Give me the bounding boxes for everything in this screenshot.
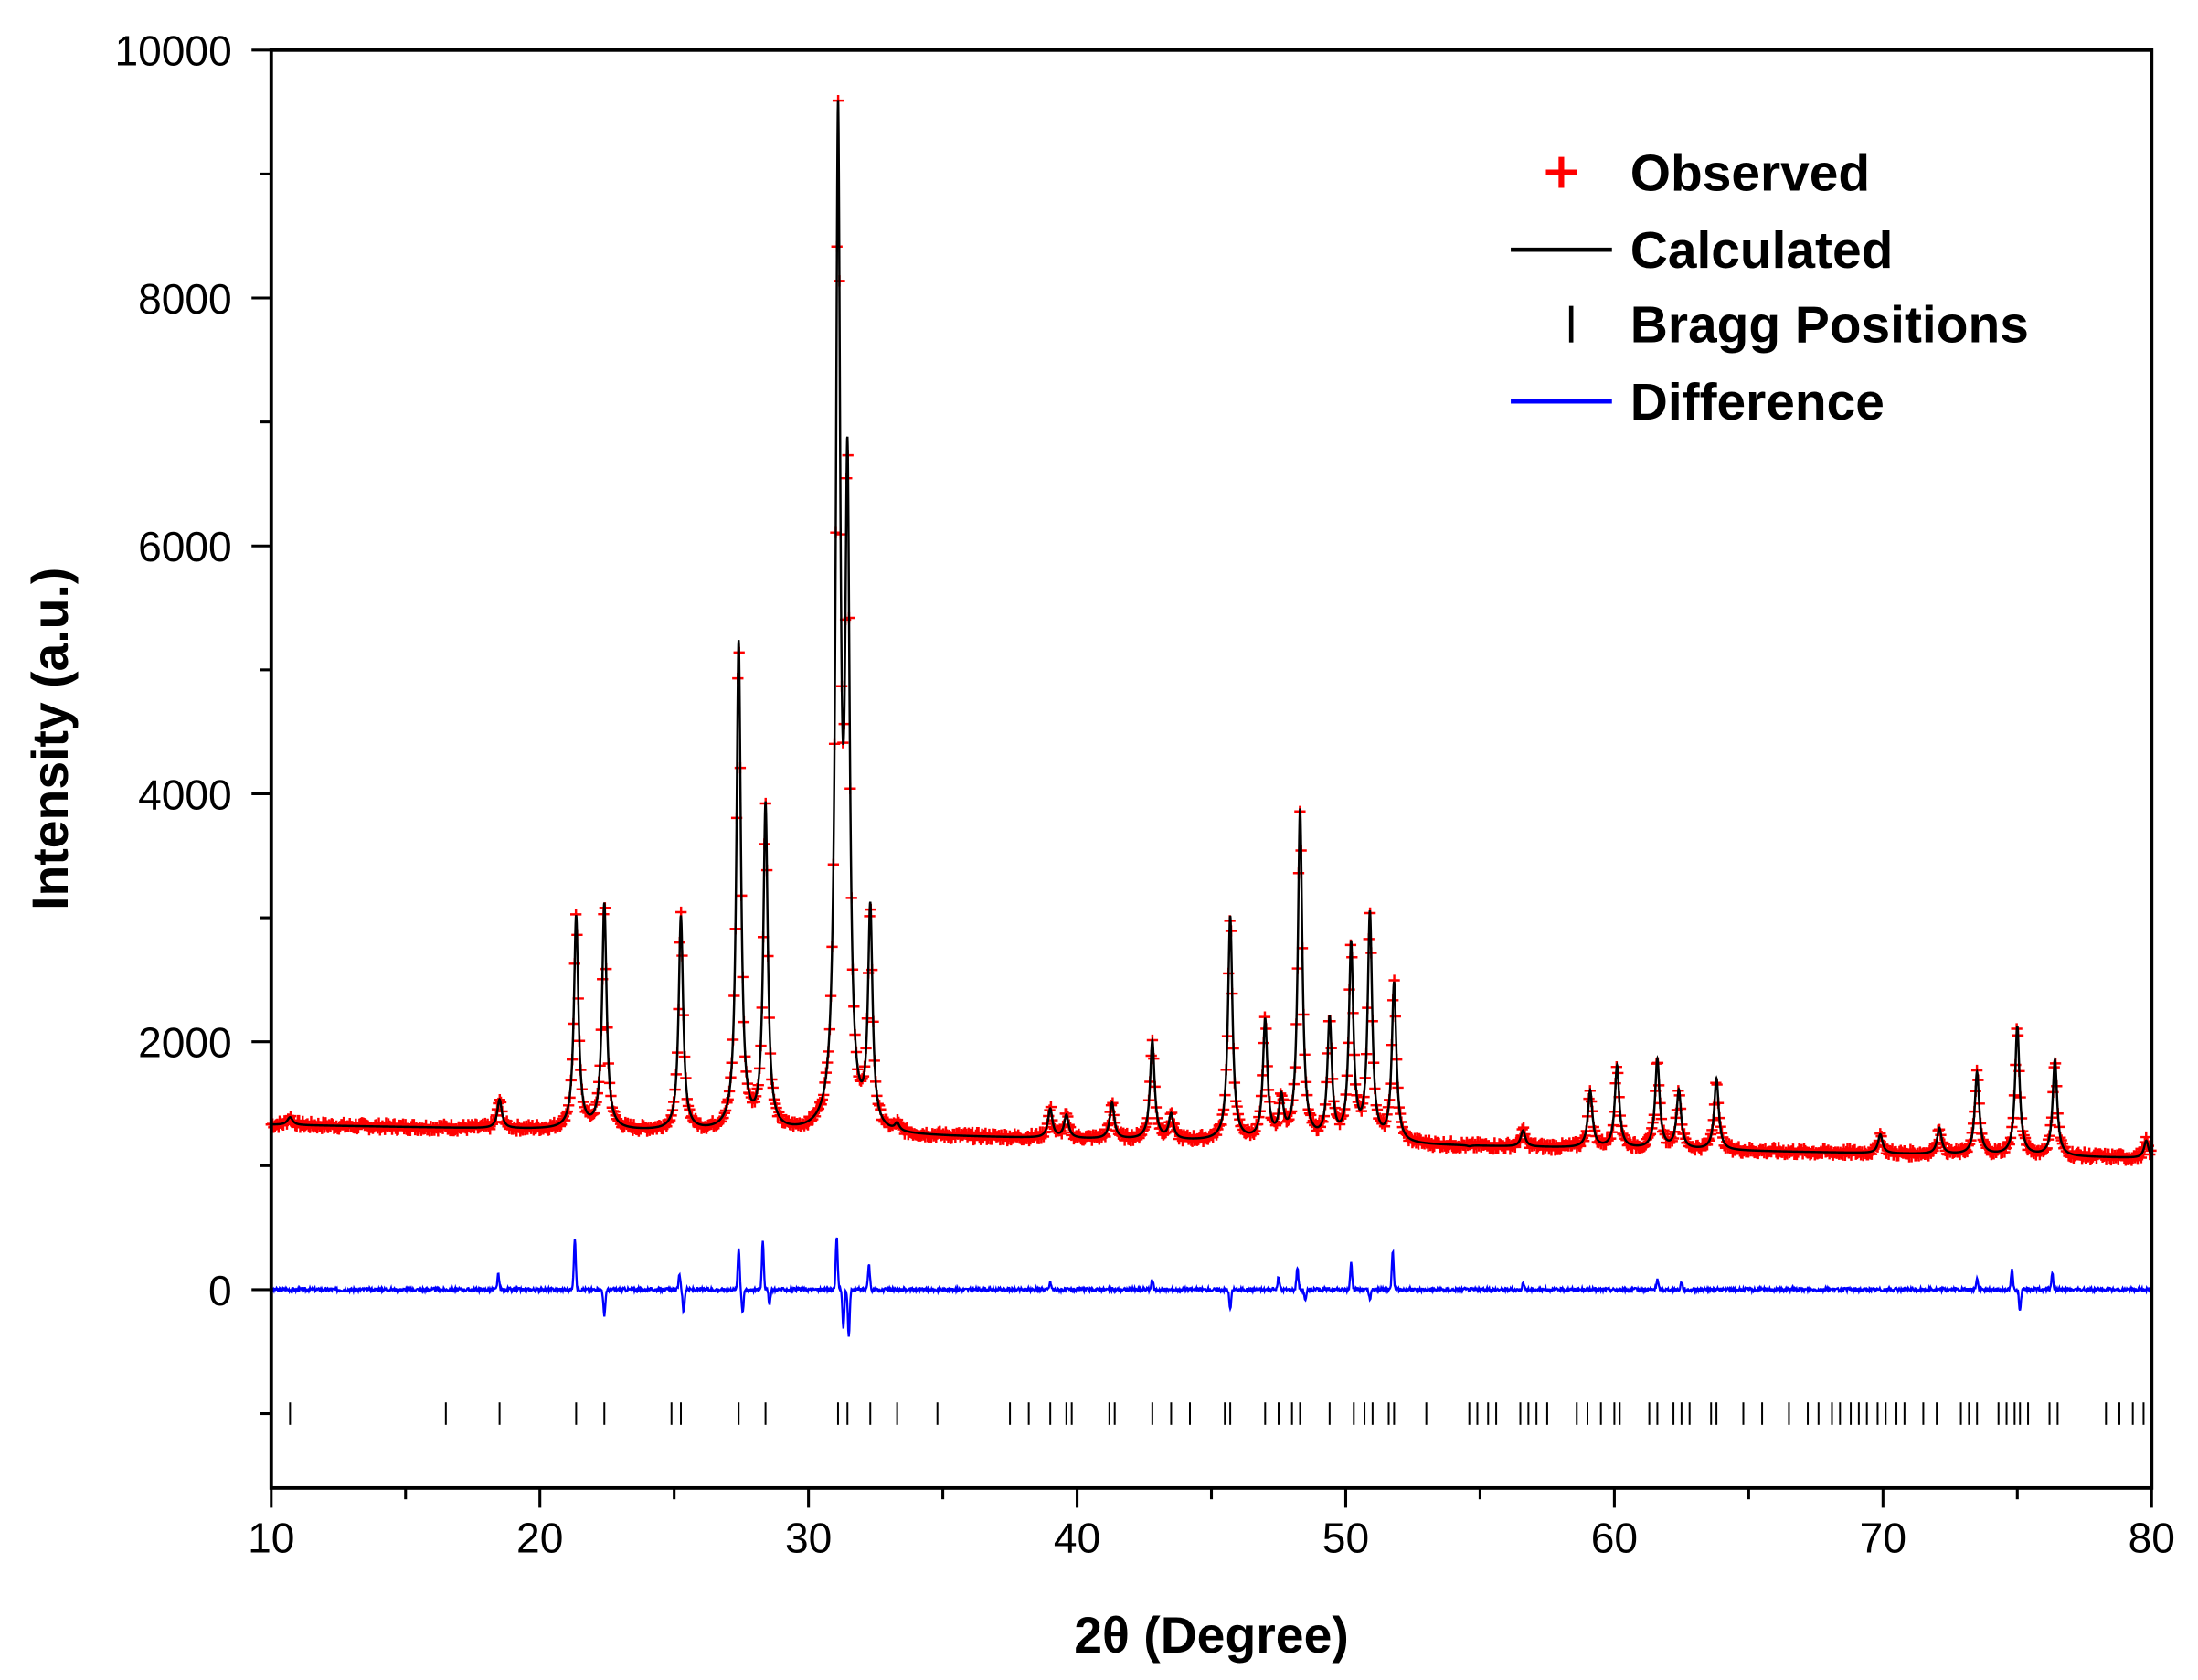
y-tick-label: 8000 [138, 275, 232, 323]
y-tick-label: 4000 [138, 771, 232, 818]
y-axis-title: Intensity (a.u.) [22, 568, 79, 910]
x-tick-label: 30 [785, 1515, 832, 1562]
y-tick-label: 2000 [138, 1019, 232, 1067]
legend-label-difference: Difference [1630, 373, 1885, 431]
x-tick-label: 70 [1860, 1515, 1906, 1562]
y-tick-label: 6000 [138, 523, 232, 570]
observed-marker-icon [1545, 156, 1577, 188]
y-tick-label: 10000 [114, 27, 231, 75]
bragg-position-ticks [289, 1402, 2145, 1425]
legend-item-difference: Difference [1511, 373, 1885, 431]
chart-background [0, 5, 2198, 1675]
legend-label-observed: Observed [1630, 144, 1870, 203]
x-tick-label: 50 [1322, 1515, 1369, 1562]
calculated-series [271, 100, 2152, 1159]
legend-label-calculated: Calculated [1630, 221, 1894, 280]
y-tick-label: 0 [208, 1267, 232, 1314]
difference-series [271, 1237, 2152, 1337]
legend-item-observed: Observed [1545, 144, 1870, 203]
x-axis: 10 20 30 40 50 60 70 80 [248, 1487, 2175, 1562]
legend-item-bragg: Bragg Positions [1568, 296, 2029, 355]
x-tick-label: 80 [2129, 1515, 2175, 1562]
legend-label-bragg: Bragg Positions [1630, 296, 2029, 355]
x-tick-label: 10 [248, 1515, 294, 1562]
legend-item-calculated: Calculated [1511, 221, 1893, 280]
legend: Observed Calculated Bragg Positions Diff… [1511, 144, 2029, 431]
x-tick-label: 60 [1591, 1515, 1638, 1562]
x-tick-label: 40 [1054, 1515, 1100, 1562]
x-axis-title: 2θ (Degree) [1074, 1607, 1349, 1664]
y-axis: 0 2000 4000 6000 8000 10000 [114, 27, 271, 1416]
x-tick-label: 20 [516, 1515, 563, 1562]
